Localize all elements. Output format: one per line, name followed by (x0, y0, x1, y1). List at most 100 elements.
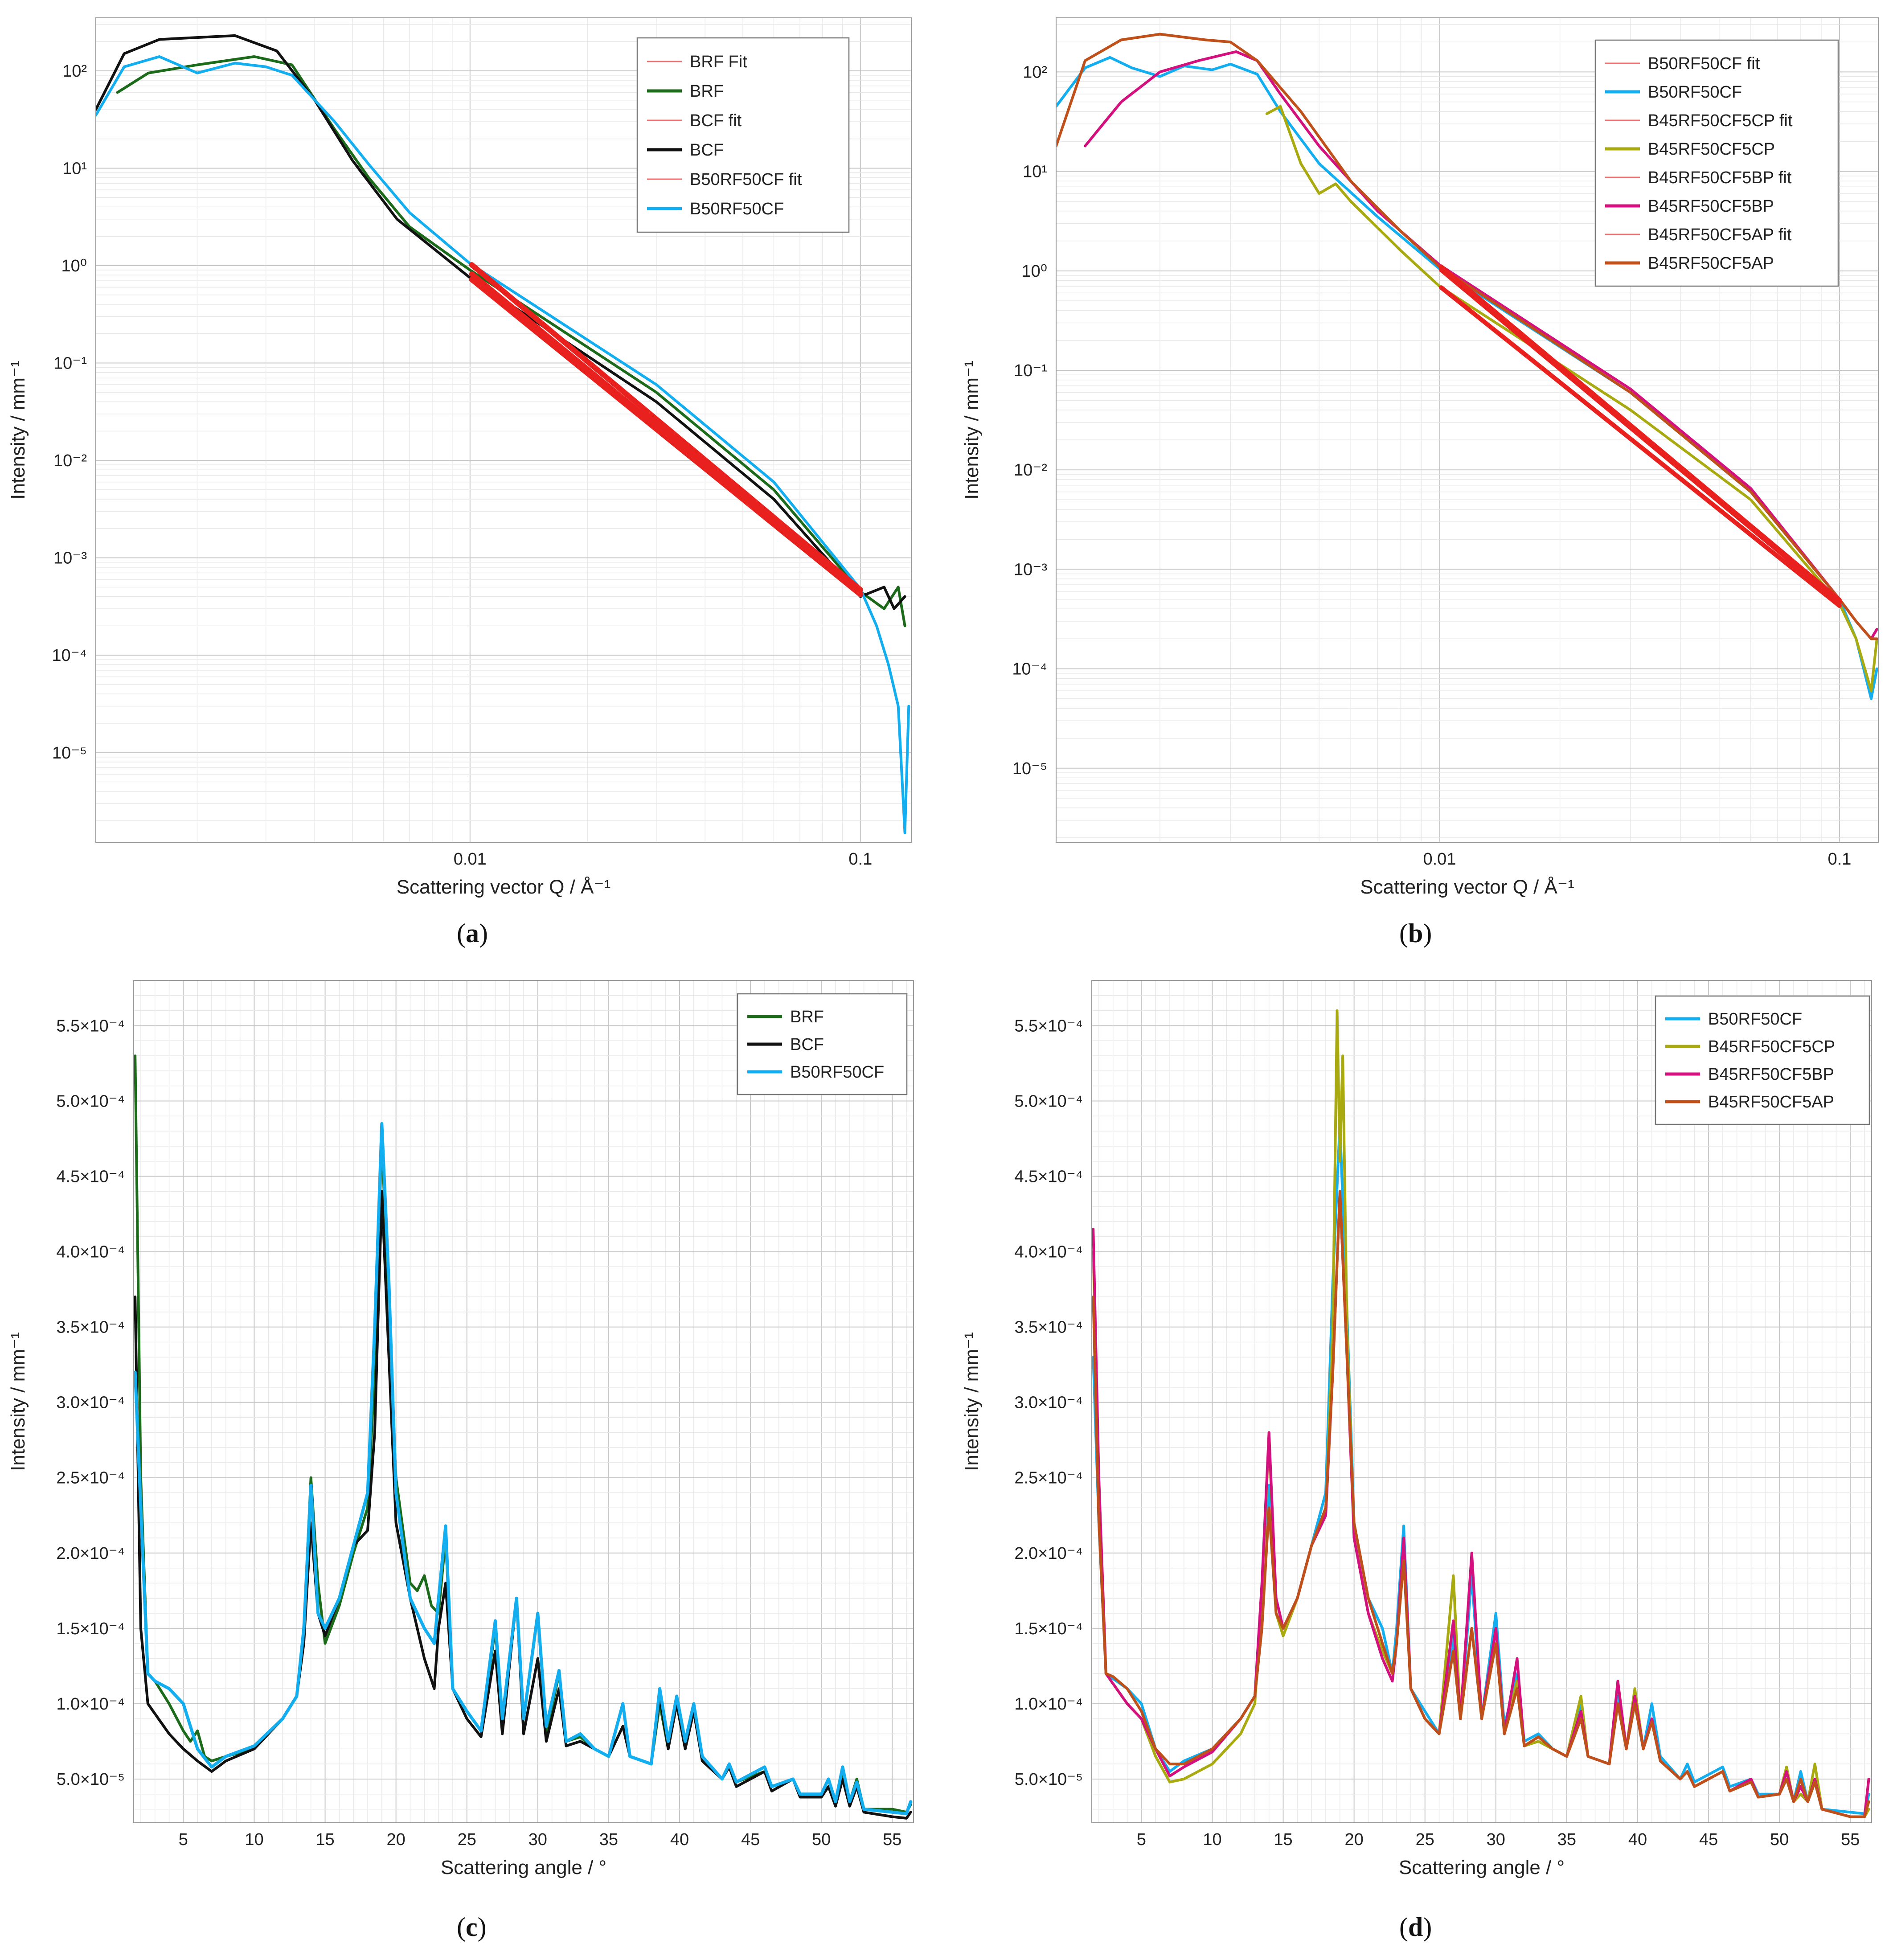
y-tick-label: 10⁻¹ (1014, 361, 1047, 380)
legend: BRF BCF B50RF50CF (737, 993, 908, 1095)
legend-label: BCF fit (690, 111, 742, 130)
x-tick-label: 10 (1203, 1830, 1221, 1849)
series-group (96, 34, 910, 834)
x-tick-label: 25 (458, 1830, 476, 1849)
legend-label: B45RF50CF5CP fit (1648, 111, 1793, 130)
x-tick-label: 55 (883, 1830, 901, 1849)
series-line-bcf-fit (469, 277, 863, 597)
y-tick-label: 4.5×10⁻⁴ (1014, 1168, 1083, 1186)
x-tick-label: 15 (1274, 1830, 1292, 1849)
x-tick-label: 10 (245, 1830, 263, 1849)
legend-label: B50RF50CF (790, 1063, 884, 1082)
x-tick-label: 20 (1344, 1830, 1363, 1849)
y-tick-label: 10² (62, 62, 87, 81)
x-tick-label: 0.1 (1828, 850, 1852, 869)
chart-d: 5 10 15 20 25 30 35 40 45 50 55 5.0×10⁻⁵ 1.0×10⁻⁴ 1.5… (961, 980, 1872, 1878)
y-tick-label: 1.0×10⁻⁴ (1014, 1695, 1083, 1714)
series-line-b45rf50cf5ap (1092, 1190, 1870, 1818)
x-axis-label: Scattering angle / ° (441, 1857, 606, 1878)
series-line-b45rf50cf5cp-fit (1439, 285, 1842, 608)
y-tick-label: 5.0×10⁻⁴ (1014, 1092, 1083, 1111)
legend-label: BRF (790, 1008, 824, 1026)
x-tick-label: 50 (812, 1830, 831, 1849)
y-tick-label: 2.5×10⁻⁴ (56, 1469, 125, 1488)
x-tick-label: 35 (1557, 1830, 1576, 1849)
legend-label: BCF (790, 1035, 824, 1054)
x-axis-label: Scattering vector Q / Å⁻¹ (1360, 876, 1574, 898)
legend-label: B45RF50CF5AP (1648, 254, 1774, 273)
series-line-b45rf50cf5cp (1265, 105, 1878, 693)
x-tick-label: 30 (1487, 1830, 1505, 1849)
y-tick-label: 5.0×10⁻⁵ (1015, 1770, 1083, 1789)
y-tick-label: 10⁻² (1014, 461, 1047, 480)
x-tick-label: 0.01 (1423, 850, 1456, 869)
y-axis-label: Intensity / mm⁻¹ (961, 361, 983, 500)
chart-b: 0.01 0.1 10² 10¹ 10⁰ 10⁻¹ 10⁻² 10⁻³ 10⁻⁴ 10⁻⁵ Scat… (961, 17, 1879, 898)
y-tick-label: 10⁻⁴ (52, 646, 87, 665)
y-tick-label: 2.0×10⁻⁴ (1014, 1544, 1083, 1563)
series-line-b45rf50cf5ap (1056, 33, 1878, 640)
x-tick-label: 20 (386, 1830, 405, 1849)
x-tick-label: 5 (179, 1830, 188, 1849)
series-group (1056, 33, 1878, 700)
x-tick-label: 45 (1699, 1830, 1718, 1849)
y-tick-label: 3.5×10⁻⁴ (1014, 1318, 1083, 1337)
y-axis-label: Intensity / mm⁻¹ (7, 361, 29, 500)
x-tick-label: 55 (1841, 1830, 1860, 1849)
chart-panel-d: 5 10 15 20 25 30 35 40 45 50 55 5.0×10⁻⁵ 1.0×10⁻⁴ 1.5… (954, 972, 1889, 1890)
chart-panel-a: 0.01 0.1 10² 10¹ 10⁰ 10⁻¹ 10⁻² 10⁻³ 10⁻⁴ 10⁻⁵ Scat… (0, 9, 936, 909)
legend-box (1594, 39, 1839, 287)
y-tick-label: 10⁰ (61, 257, 87, 275)
legend-label: B45RF50CF5AP (1708, 1093, 1834, 1111)
y-tick-label: 1.5×10⁻⁴ (56, 1620, 125, 1638)
chart-panel-c: 5 10 15 20 25 30 35 40 45 50 55 5.0×10⁻⁵ 1.0×10⁻⁴ 1.5… (0, 972, 936, 1890)
caption-b: (b) (1399, 918, 1432, 948)
caption-d: (d) (1399, 1912, 1432, 1942)
chart-panel-b: 0.01 0.1 10² 10¹ 10⁰ 10⁻¹ 10⁻² 10⁻³ 10⁻⁴ 10⁻⁵ Scat… (954, 9, 1889, 909)
y-tick-label: 4.0×10⁻⁴ (1014, 1243, 1083, 1262)
legend: B50RF50CF fit B50RF50CF B45RF50CF5CP fit B4… (1594, 39, 1839, 287)
x-tick-label: 0.01 (454, 850, 487, 869)
plot-frame (1091, 980, 1872, 1823)
x-tick-label: 15 (315, 1830, 334, 1849)
legend-label: B45RF50CF5BP (1708, 1065, 1834, 1084)
grid (134, 980, 914, 1823)
legend-label: B45RF50CF5BP (1648, 197, 1774, 216)
x-axis-label: Scattering angle / ° (1399, 1857, 1565, 1878)
y-tick-label: 10⁻¹ (53, 354, 87, 373)
series-line-b50rf50cf-fit (469, 262, 863, 593)
series-line-b50rf50cf (134, 1122, 913, 1816)
x-tick-label: 50 (1770, 1830, 1789, 1849)
y-tick-label: 5.0×10⁻⁴ (56, 1092, 125, 1111)
x-tick-label: 45 (741, 1830, 760, 1849)
caption-a: (a) (457, 918, 488, 948)
y-tick-label: 3.0×10⁻⁴ (1014, 1394, 1083, 1412)
plot-frame (95, 17, 912, 843)
x-axis-label: Scattering vector Q / Å⁻¹ (397, 876, 611, 898)
y-tick-label: 10⁰ (1021, 262, 1047, 281)
y-tick-label: 10¹ (62, 159, 87, 178)
y-tick-label: 4.5×10⁻⁴ (56, 1168, 125, 1186)
legend-box (636, 37, 850, 233)
x-tick-label: 25 (1416, 1830, 1434, 1849)
x-tick-label: 35 (599, 1830, 618, 1849)
series-line-b50rf50cf (96, 55, 910, 834)
y-tick-label: 10² (1023, 63, 1047, 82)
y-tick-label: 3.5×10⁻⁴ (56, 1318, 125, 1337)
y-tick-label: 5.0×10⁻⁵ (57, 1770, 125, 1789)
legend: B50RF50CF B45RF50CF5CP B45RF50CF5BP B45RF50… (1655, 995, 1870, 1125)
y-tick-label: 2.0×10⁻⁴ (56, 1544, 125, 1563)
chart-a: 0.01 0.1 10² 10¹ 10⁰ 10⁻¹ 10⁻² 10⁻³ 10⁻⁴ 10⁻⁵ Scat… (7, 17, 912, 898)
series-line-bcf (96, 34, 906, 610)
legend-label: BRF (690, 82, 724, 101)
y-tick-label: 1.5×10⁻⁴ (1014, 1620, 1083, 1638)
y-axis-label: Intensity / mm⁻¹ (961, 1332, 983, 1471)
y-tick-label: 10⁻² (53, 451, 87, 470)
legend-label: B50RF50CF (1648, 83, 1742, 102)
legend-label: B45RF50CF5CP (1708, 1037, 1835, 1056)
y-tick-label: 4.0×10⁻⁴ (56, 1243, 125, 1262)
y-axis-label: Intensity / mm⁻¹ (7, 1332, 29, 1471)
grid (96, 18, 911, 842)
legend-label: BRF Fit (690, 53, 747, 71)
y-tick-label: 5.5×10⁻⁴ (56, 1017, 125, 1035)
